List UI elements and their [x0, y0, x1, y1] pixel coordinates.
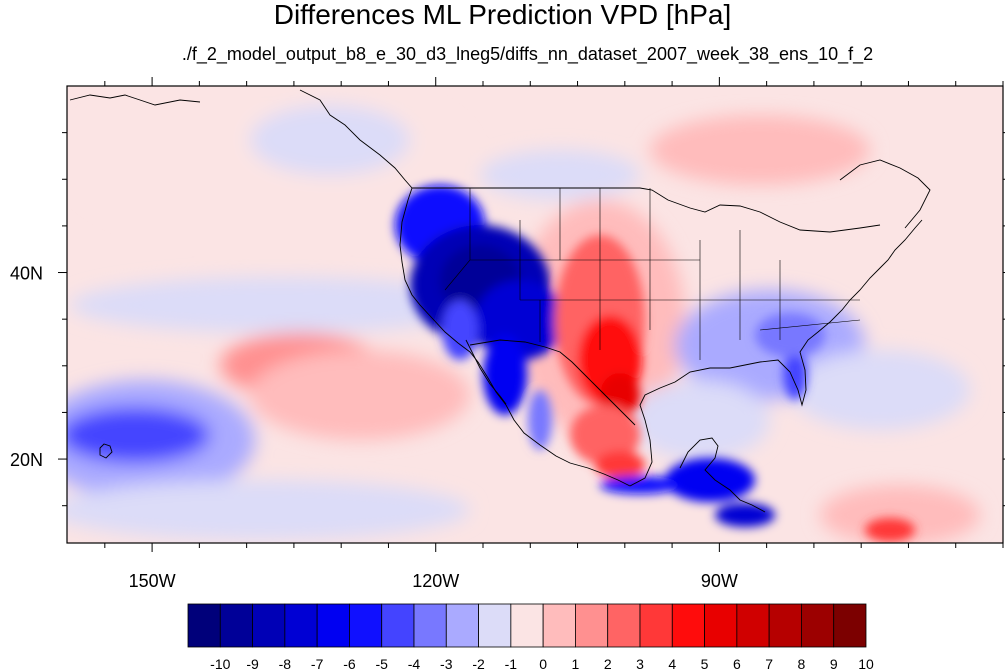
colorbar-swatch	[639, 603, 673, 648]
field-georgia-blue	[755, 313, 825, 357]
colorbar: -10 -9 -8 -7 -6 -5 -4 -3 -2 -1 0 1 2 3 4 5 6 7 8 9 10	[187, 603, 874, 672]
coastline-baja	[465, 339, 507, 405]
lon-tick-label: 90W	[701, 571, 738, 591]
colorbar-swatch	[187, 603, 221, 648]
colorbar-swatch	[445, 603, 479, 648]
colorbar-swatch	[316, 603, 350, 648]
colorbar-label: 5	[701, 656, 709, 672]
lat-tick-label: 40N	[10, 264, 43, 284]
colorbar-swatch	[575, 603, 609, 648]
colorbar-swatch	[801, 603, 835, 648]
colorbar-boxes	[187, 603, 867, 648]
colorbar-label: 2	[604, 656, 612, 672]
map-ticks: 150W 120W 90W 40N 20N	[10, 77, 1005, 591]
map-panel: 150W 120W 90W 40N 20N	[10, 77, 1005, 591]
field-baja-blue	[483, 335, 527, 415]
field-florida-blue	[783, 350, 807, 400]
colorbar-label: 1	[572, 656, 580, 672]
colorbar-label: -9	[246, 656, 259, 672]
colorbar-swatch	[736, 603, 770, 648]
lon-tick-label: 120W	[412, 571, 459, 591]
colorbar-swatch	[284, 603, 318, 648]
field-socal-blue	[442, 300, 478, 360]
colorbar-swatch	[607, 603, 641, 648]
colorbar-label: -1	[505, 656, 518, 672]
colorbar-label: 9	[830, 656, 838, 672]
colorbar-swatch	[349, 603, 383, 648]
figure-title: Differences ML Prediction VPD [hPa]	[273, 0, 732, 30]
coastline-hawaii	[99, 443, 113, 459]
colorbar-labels: -10 -9 -8 -7 -6 -5 -4 -3 -2 -1 0 1 2 3 4 5 6 7 8 9 10	[210, 656, 874, 672]
field-centralamerica-south-blue	[715, 503, 775, 527]
border-canada-us	[412, 187, 881, 233]
colorbar-swatch	[671, 603, 705, 648]
map-frame	[66, 85, 1004, 544]
colorbar-label: -4	[408, 656, 421, 672]
field-gulf-neutral	[630, 380, 770, 460]
border-us-mexico	[469, 339, 636, 426]
vpd-field	[67, 86, 980, 543]
colorbar-label: -8	[279, 656, 292, 672]
colorbar-label: -5	[375, 656, 388, 672]
colorbar-swatch	[413, 603, 447, 648]
colorbar-label: -10	[210, 656, 230, 672]
coastline-gulf	[629, 219, 923, 487]
colorbar-label: -3	[440, 656, 453, 672]
field-mexico-coast-blue	[600, 476, 680, 494]
colorbar-swatch	[252, 603, 286, 648]
colorbar-label: 10	[858, 656, 874, 672]
colorbar-label: 0	[539, 656, 547, 672]
field-mexico-south-red	[595, 451, 645, 479]
colorbar-label: -6	[343, 656, 356, 672]
colorbar-swatch	[768, 603, 802, 648]
field-atlantic-blue	[790, 350, 970, 430]
field-centralamerica-blue	[665, 458, 755, 502]
field-gulf-alaska-blue	[250, 105, 410, 175]
state-lines	[444, 188, 861, 360]
political-boundaries	[69, 89, 931, 513]
field-hudson-red	[650, 115, 870, 185]
colorbar-swatch	[542, 603, 576, 648]
coastline-west	[399, 187, 631, 487]
colorbar-swatch	[510, 603, 544, 648]
colorbar-label: 7	[765, 656, 773, 672]
coastline-bc-alaska	[69, 89, 413, 189]
field-mexico-red	[570, 405, 640, 465]
lon-tick-label: 150W	[129, 571, 176, 591]
field-pacific-blue-band	[70, 277, 490, 333]
colorbar-label: -7	[311, 656, 324, 672]
colorbar-swatch	[704, 603, 738, 648]
colorbar-label: 8	[798, 656, 806, 672]
coastline-hudson	[839, 159, 931, 229]
field-south-pacific-blue	[67, 480, 470, 540]
colorbar-label: -2	[472, 656, 485, 672]
field-caribbean-core-red	[865, 518, 915, 542]
field-hawaii-blue-inner	[67, 407, 210, 463]
colorbar-label: 3	[636, 656, 644, 672]
field-canada-blue	[480, 150, 640, 200]
figure-subtitle: ./f_2_model_output_b8_e_30_d3_lneg5/diff…	[181, 44, 874, 64]
colorbar-label: 6	[733, 656, 741, 672]
field-mexico-west-blue	[528, 390, 552, 450]
coastline-yucatan	[679, 437, 766, 513]
colorbar-swatch	[219, 603, 253, 648]
colorbar-swatch	[478, 603, 512, 648]
colorbar-swatch	[833, 603, 867, 648]
field-pacific-red-ridge-outer	[250, 350, 470, 440]
field-caribbean-red	[820, 485, 980, 543]
colorbar-label: 4	[668, 656, 676, 672]
lat-tick-label: 20N	[10, 450, 43, 470]
colorbar-swatch	[381, 603, 415, 648]
